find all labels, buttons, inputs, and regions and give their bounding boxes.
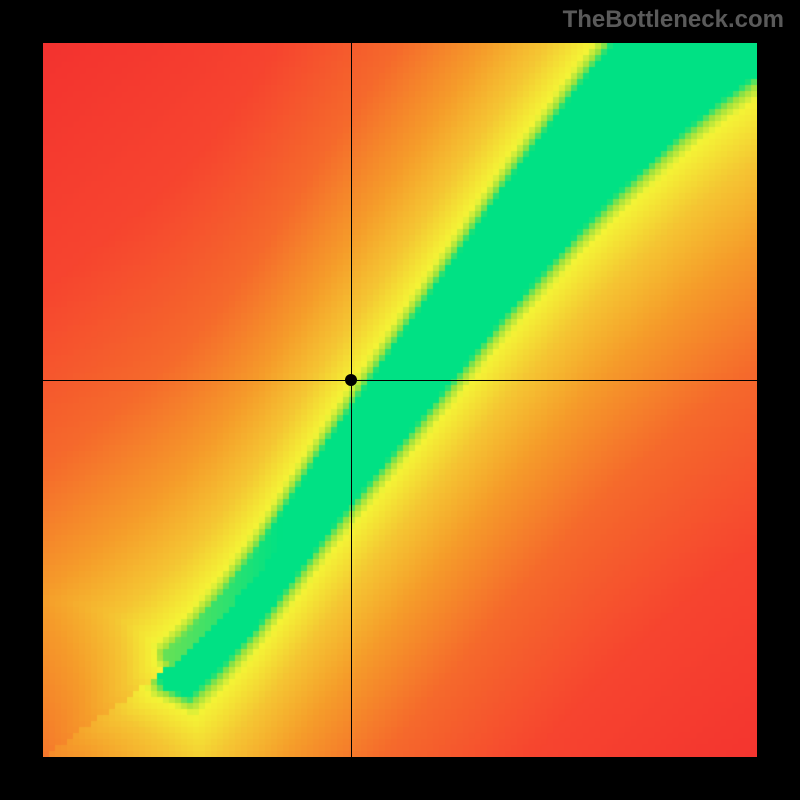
crosshair-horizontal (43, 380, 757, 381)
heatmap-canvas (43, 43, 757, 757)
crosshair-marker (345, 374, 357, 386)
attribution-text: TheBottleneck.com (563, 6, 784, 34)
crosshair-vertical (351, 43, 352, 757)
plot-frame (43, 43, 757, 757)
chart-container: TheBottleneck.com (0, 0, 800, 800)
